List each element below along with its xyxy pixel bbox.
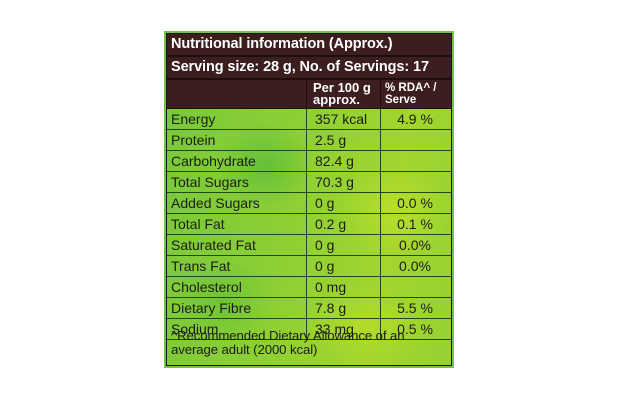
rda-value: 0.0% xyxy=(399,258,431,274)
nutrient-name: Energy xyxy=(167,109,307,129)
table-row: Dietary Fibre 7.8 g 5.5 % xyxy=(167,298,451,319)
table-frame: Nutritional information (Approx.) Servin… xyxy=(166,33,452,366)
per-100g-value: 0.2 g xyxy=(307,214,381,234)
per-100g-value: 0 g xyxy=(307,256,381,276)
footnote-line1: ^Recommended Dietary Allowance of an xyxy=(171,328,405,343)
nutrient-name: Added Sugars xyxy=(167,193,307,213)
table-row: Sodium 33 mg 0.5 % xyxy=(167,319,451,340)
nutrient-name: Saturated Fat xyxy=(167,235,307,255)
table-row: Added Sugars 0 g 0.0 % xyxy=(167,193,451,214)
per-100g-value: 7.8 g xyxy=(307,298,381,318)
table-row: Trans Fat 0 g 0.0% xyxy=(167,256,451,277)
per-100g-value: 2.5 g xyxy=(307,130,381,150)
per-100g-value: 70.3 g xyxy=(307,172,381,192)
rda-value: 0.0 % xyxy=(397,195,433,211)
column-header-per-100g: Per 100 g approx. xyxy=(307,80,381,109)
column-header-rda-line1: % RDA^ / xyxy=(385,82,437,94)
table-row: Total Sugars 70.3 g xyxy=(167,172,451,193)
rda-value xyxy=(381,277,451,297)
table-row: Protein 2.5 g xyxy=(167,130,451,151)
per-100g-value: 82.4 g xyxy=(307,151,381,171)
per-100g-value: 0 mg xyxy=(307,277,381,297)
nutrient-name: Carbohydrate xyxy=(167,151,307,171)
column-header-nutrient xyxy=(167,80,307,109)
nutrient-name: Cholesterol xyxy=(167,277,307,297)
nutrient-name: Total Sugars xyxy=(167,172,307,192)
rda-value xyxy=(381,172,451,192)
serving-info: Serving size: 28 g, No. of Servings: 17 xyxy=(167,57,451,78)
column-header-per-100g-line1: Per 100 g xyxy=(313,80,371,95)
rda-value: 5.5 % xyxy=(397,300,433,316)
rda-value: 0.5 % xyxy=(397,321,433,337)
nutrition-facts-table: Nutritional information (Approx.) Servin… xyxy=(164,31,454,368)
nutrient-name: Dietary Fibre xyxy=(167,298,307,318)
column-header-per-100g-line2: approx. xyxy=(313,92,360,107)
rda-value xyxy=(381,130,451,150)
table-row: Cholesterol 0 mg xyxy=(167,277,451,298)
table-title: Nutritional information (Approx.) xyxy=(167,34,451,55)
per-100g-value: 0 g xyxy=(307,193,381,213)
rda-value: 4.9 % xyxy=(397,111,433,127)
rda-value: 0.1 % xyxy=(397,216,433,232)
rda-value: 0.0% xyxy=(399,237,431,253)
divider xyxy=(167,55,451,57)
nutrient-name: Total Fat xyxy=(167,214,307,234)
rda-value xyxy=(381,151,451,171)
rda-footnote: ^Recommended Dietary Allowance of an ave… xyxy=(167,327,451,365)
nutrient-name: Sodium xyxy=(167,319,307,339)
per-100g-value: 357 kcal xyxy=(307,109,381,129)
column-header-rda-line2: Serve xyxy=(385,94,417,106)
divider xyxy=(167,78,451,80)
footnote-line2: average adult (2000 kcal) xyxy=(171,342,318,357)
column-header-row: Per 100 g approx. % RDA^ / Serve xyxy=(167,80,451,109)
per-100g-value: 33 mg xyxy=(307,319,381,339)
column-header-rda: % RDA^ / Serve xyxy=(381,80,451,109)
nutrient-rows: Energy 357 kcal 4.9 % Protein 2.5 g Carb… xyxy=(167,109,451,365)
table-row: Carbohydrate 82.4 g xyxy=(167,151,451,172)
per-100g-value: 0 g xyxy=(307,235,381,255)
table-row: Energy 357 kcal 4.9 % xyxy=(167,109,451,130)
table-row: Saturated Fat 0 g 0.0% xyxy=(167,235,451,256)
nutrient-name: Protein xyxy=(167,130,307,150)
nutrient-name: Trans Fat xyxy=(167,256,307,276)
table-row: Total Fat 0.2 g 0.1 % xyxy=(167,214,451,235)
